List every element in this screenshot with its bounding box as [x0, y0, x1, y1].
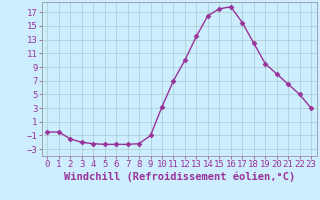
X-axis label: Windchill (Refroidissement éolien,°C): Windchill (Refroidissement éolien,°C)	[64, 172, 295, 182]
